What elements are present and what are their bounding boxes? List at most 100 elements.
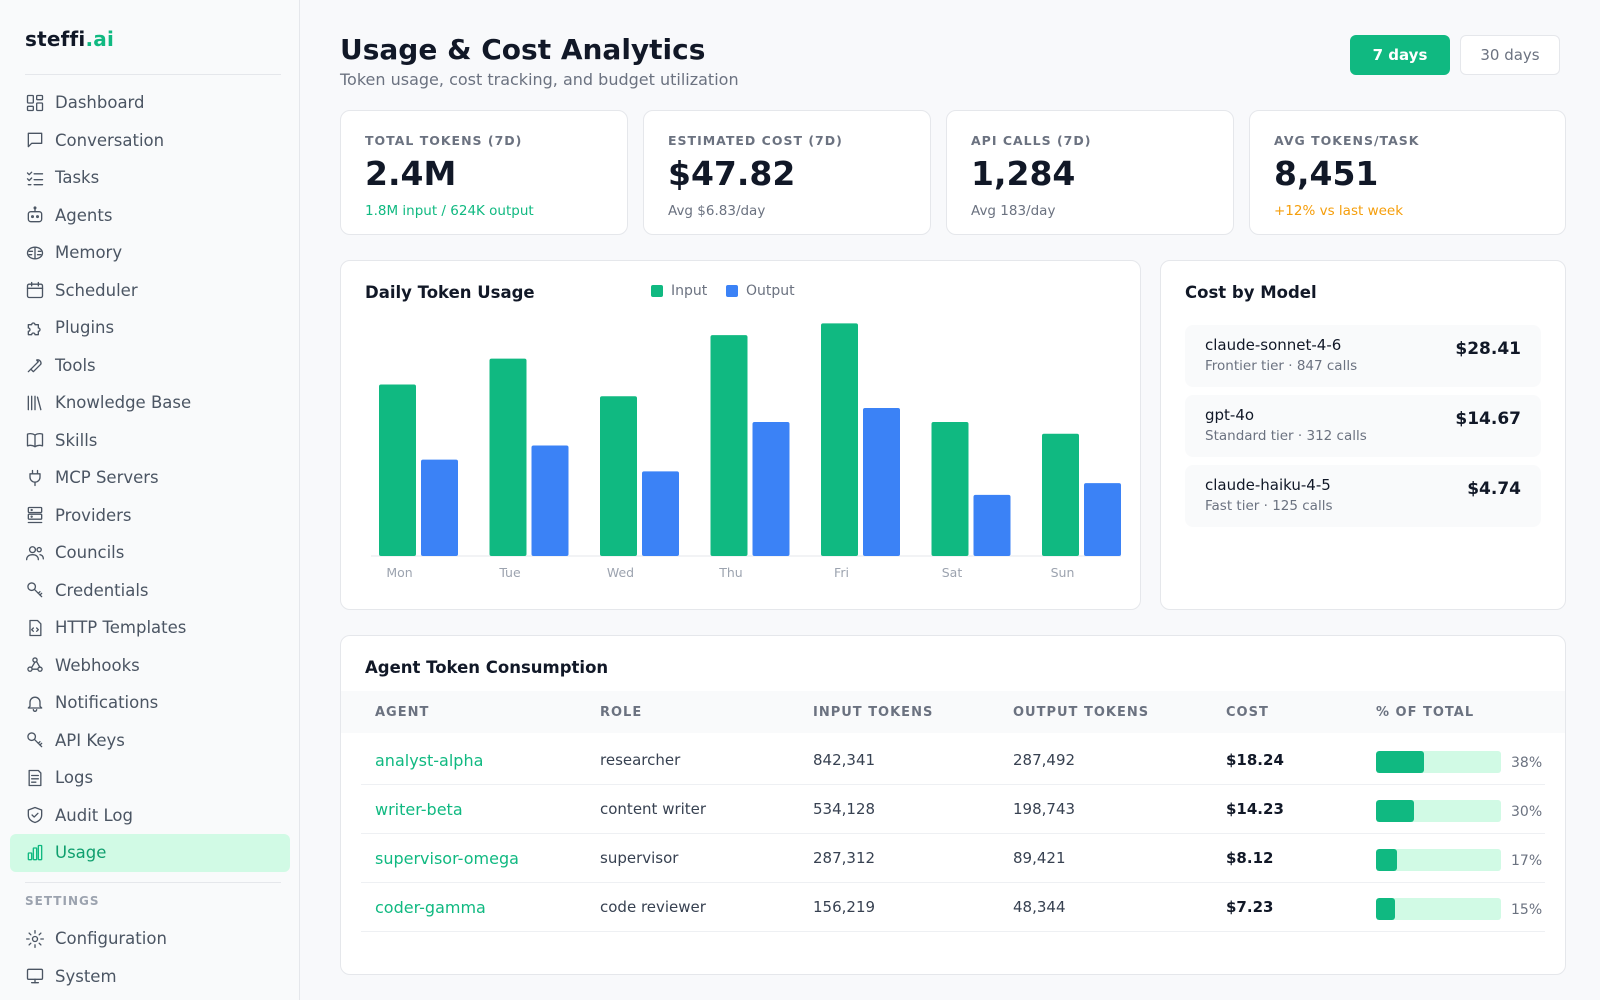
- sidebar-item-label: Configuration: [55, 929, 167, 949]
- range-30-days-button[interactable]: 30 days: [1460, 35, 1560, 75]
- sidebar-item-label: Dashboard: [55, 93, 145, 113]
- sidebar-item-mcp-servers[interactable]: MCP Servers: [10, 459, 290, 497]
- stat-value: 8,451: [1274, 154, 1379, 193]
- agent-link[interactable]: supervisor-omega: [375, 849, 519, 868]
- stat-label: AVG TOKENS/TASK: [1274, 133, 1420, 148]
- sidebar-item-skills[interactable]: Skills: [10, 422, 290, 460]
- model-name: claude-sonnet-4-6: [1205, 336, 1342, 354]
- sidebar-item-councils[interactable]: Councils: [10, 534, 290, 572]
- calendar-icon: [25, 280, 45, 300]
- settings-nav: Configuration System: [10, 920, 290, 995]
- stat-subtext: +12% vs last week: [1274, 203, 1404, 219]
- bar-output-tue: [531, 445, 569, 556]
- app-logo[interactable]: steffi.ai: [25, 27, 115, 51]
- model-meta: Frontier tier · 847 calls: [1205, 358, 1358, 374]
- sidebar-item-notifications[interactable]: Notifications: [10, 684, 290, 722]
- sidebar-item-label: Logs: [55, 768, 94, 788]
- table-row: writer-beta content writer 534,128 198,743 $…: [361, 784, 1545, 834]
- agent-link[interactable]: coder-gamma: [375, 898, 486, 917]
- sidebar-item-webhooks[interactable]: Webhooks: [10, 647, 290, 685]
- sidebar-item-conversation[interactable]: Conversation: [10, 122, 290, 160]
- agent-link[interactable]: writer-beta: [375, 800, 463, 819]
- column-header: INPUT TOKENS: [813, 705, 934, 720]
- sidebar-item-dashboard[interactable]: Dashboard: [10, 84, 290, 122]
- legend-output: Output: [726, 283, 795, 299]
- sidebar-item-providers[interactable]: Providers: [10, 497, 290, 535]
- stat-label: API CALLS (7D): [971, 133, 1092, 148]
- table-header: AGENT ROLE INPUT TOKENS OUTPUT TOKENS CO…: [341, 691, 1565, 733]
- column-header: OUTPUT TOKENS: [1013, 705, 1150, 720]
- range-7-days-button[interactable]: 7 days: [1350, 35, 1450, 75]
- agent-role: supervisor: [600, 849, 679, 867]
- monitor-icon: [25, 966, 45, 986]
- share-percent: 30%: [1511, 804, 1543, 820]
- x-tick-label: Sat: [942, 565, 963, 580]
- sidebar-item-audit-log[interactable]: Audit Log: [10, 797, 290, 835]
- column-header: AGENT: [375, 705, 430, 720]
- x-tick-label: Sun: [1051, 565, 1075, 580]
- agent-role: researcher: [600, 751, 681, 769]
- sidebar-item-plugins[interactable]: Plugins: [10, 309, 290, 347]
- sidebar-item-label: Plugins: [55, 318, 115, 338]
- dashboard-icon: [25, 93, 45, 113]
- share-progress-fill: [1376, 849, 1398, 871]
- sidebar-item-http-templates[interactable]: HTTP Templates: [10, 609, 290, 647]
- wrench-icon: [25, 355, 45, 375]
- robot-icon: [25, 205, 45, 225]
- stat-card-avg-tokens-per-task: AVG TOKENS/TASK 8,451 +12% vs last week: [1249, 110, 1566, 235]
- sidebar-item-label: Tasks: [55, 168, 100, 188]
- model-item: claude-sonnet-4-6 Frontier tier · 847 ca…: [1185, 325, 1541, 387]
- sidebar-item-label: Agents: [55, 205, 113, 225]
- agent-token-consumption-card: Agent Token Consumption AGENT ROLE INPUT…: [340, 635, 1566, 975]
- sidebar-item-label: HTTP Templates: [55, 618, 187, 638]
- sidebar-item-agents[interactable]: Agents: [10, 197, 290, 235]
- bar-output-thu: [752, 422, 790, 556]
- agent-cost: $7.23: [1226, 898, 1274, 916]
- share-progress-fill: [1376, 751, 1424, 773]
- sidebar-item-usage[interactable]: Usage: [10, 834, 290, 872]
- sidebar-item-tools[interactable]: Tools: [10, 347, 290, 385]
- brain-icon: [25, 243, 45, 263]
- server-icon: [25, 505, 45, 525]
- stat-card-total-tokens: TOTAL TOKENS (7D) 2.4M 1.8M input / 624K…: [340, 110, 628, 235]
- legend-input: Input: [651, 283, 707, 299]
- table-row: coder-gamma code reviewer 156,219 48,344 $7.…: [361, 882, 1545, 932]
- bar-input-thu: [710, 335, 748, 556]
- model-cost: $4.74: [1467, 479, 1521, 499]
- sidebar-item-memory[interactable]: Memory: [10, 234, 290, 272]
- cost-by-model-card: Cost by Model claude-sonnet-4-6 Frontier…: [1160, 260, 1566, 610]
- model-meta: Fast tier · 125 calls: [1205, 498, 1333, 514]
- sidebar: steffi.ai Dashboard Conversation Tasks Agen…: [0, 0, 300, 1000]
- model-item: gpt-4o Standard tier · 312 calls $14.67: [1185, 395, 1541, 457]
- share-percent: 15%: [1511, 902, 1543, 918]
- sidebar-item-label: Scheduler: [55, 280, 138, 300]
- model-item: claude-haiku-4-5 Fast tier · 125 calls $…: [1185, 465, 1541, 527]
- sidebar-item-label: Credentials: [55, 580, 149, 600]
- output-tokens: 198,743: [1013, 800, 1076, 818]
- legend-swatch-input: [651, 285, 663, 297]
- book-icon: [25, 430, 45, 450]
- sidebar-item-configuration[interactable]: Configuration: [10, 920, 290, 958]
- sidebar-item-tasks[interactable]: Tasks: [10, 159, 290, 197]
- sidebar-item-label: Memory: [55, 243, 123, 263]
- sidebar-item-scheduler[interactable]: Scheduler: [10, 272, 290, 310]
- sidebar-item-label: Notifications: [55, 693, 159, 713]
- stat-label: ESTIMATED COST (7D): [668, 133, 843, 148]
- sidebar-item-label: Knowledge Base: [55, 393, 192, 413]
- sidebar-item-logs[interactable]: Logs: [10, 759, 290, 797]
- share-percent: 38%: [1511, 755, 1543, 771]
- sidebar-item-credentials[interactable]: Credentials: [10, 572, 290, 610]
- agent-cost: $8.12: [1226, 849, 1274, 867]
- column-header: ROLE: [600, 705, 643, 720]
- sidebar-item-system[interactable]: System: [10, 958, 290, 996]
- chat-icon: [25, 130, 45, 150]
- bar-input-fri: [821, 323, 858, 556]
- input-tokens: 842,341: [813, 751, 876, 769]
- agent-role: code reviewer: [600, 898, 706, 916]
- sidebar-item-label: Webhooks: [55, 655, 140, 675]
- agent-link[interactable]: analyst-alpha: [375, 751, 484, 770]
- token-usage-bar-chart: Mon Tue Wed Thu Fri Sat Sun: [371, 323, 1121, 580]
- sidebar-item-knowledge-base[interactable]: Knowledge Base: [10, 384, 290, 422]
- shield-icon: [25, 805, 45, 825]
- sidebar-item-api-keys[interactable]: API Keys: [10, 722, 290, 760]
